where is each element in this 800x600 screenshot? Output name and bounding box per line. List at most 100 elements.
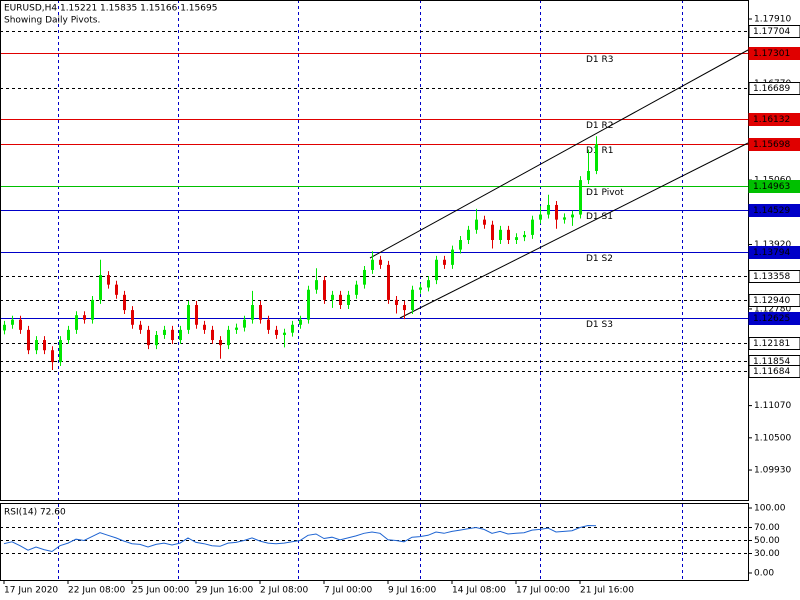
level-price-label: 1.14963 [753,182,790,192]
candle-body [539,214,542,220]
candle-body [395,299,398,305]
candle-body [75,315,78,330]
candle-body [203,324,206,330]
candle-body [499,229,502,240]
level-price-label: 1.17301 [753,49,790,59]
candle-body [27,329,30,351]
x-tick-label: 25 Jun 00:00 [132,586,189,596]
pivot-levels: D1 R3 D1 R2 D1 R1 D1 Pivot D1 S1 D1 S2 D1 S3 [0,31,748,372]
level-price-label: 1.14529 [753,206,790,216]
level-price-box [748,270,800,283]
level-price-label: 1.13358 [753,272,790,282]
candles [3,136,598,370]
x-tick-label: 2 Jul 08:00 [260,586,309,596]
level-name: D1 R2 [586,121,614,131]
candle-body [347,294,350,305]
level-price-box [748,47,800,60]
x-tick-label: 21 Jul 16:00 [580,586,634,596]
candle-body [235,327,238,330]
level-price-label: 1.11684 [753,367,790,377]
rsi-tick-label: 70.00 [754,523,780,533]
candle-body [491,224,494,240]
candle-body [483,219,486,225]
rsi-tick-label: 0.00 [754,568,774,578]
candle-body [443,259,446,265]
candle-body [243,319,246,328]
candle-body [323,280,326,300]
candle-body [187,304,190,330]
level-price-box [748,312,800,325]
level-price-label: 1.13794 [753,248,790,258]
candle-body [475,219,478,230]
y-tick-label: 1.17910 [754,14,791,24]
candle-body [339,294,342,305]
candle-body [91,299,94,320]
candle-body [291,324,294,333]
rsi-frame [0,503,749,581]
candle-body [35,340,38,351]
level-price-box [748,180,800,193]
candle-body [195,304,198,325]
x-tick-label: 14 Jul 08:00 [452,586,506,596]
candle-body [219,340,222,346]
level-name: D1 R1 [586,146,614,156]
candle-body [171,329,174,341]
x-tick-label: 7 Jul 00:00 [324,586,373,596]
candle-body [363,269,366,285]
y-tick-label: 1.09930 [754,466,791,476]
level-price-box [748,246,800,259]
candle-body [179,329,182,341]
level-name: D1 Pivot [586,188,624,198]
rsi-title: RSI(14) 72.60 [4,508,66,518]
axes: 1.179101.167701.150601.139201.127801.110… [3,14,791,596]
level-price-box [748,113,800,126]
candle-body [563,217,566,220]
candle-body [451,249,454,265]
candle-body [331,294,334,300]
candle-body [275,329,278,335]
level-price-label: 1.12940 [753,296,790,306]
candle-body [427,280,430,288]
x-tick-label: 29 Jun 16:00 [196,586,253,596]
trend-channel [369,49,749,319]
candle-body [355,284,358,295]
candle-body [531,219,534,235]
level-price-box [748,337,800,350]
level-labels: 1.17704 1.17301 1.16689 1.16132 1.15698 1.149… [748,25,800,378]
level-price-box [748,138,800,151]
candle-body [507,229,510,240]
channel-lower [399,142,749,319]
candle-body [571,214,574,218]
candle-body [515,237,518,240]
candle-body [3,324,6,331]
level-name: D1 R3 [586,55,614,65]
candle-body [131,310,134,325]
candle-body [283,332,286,335]
level-price-box [748,82,800,95]
level-price-label: 1.17704 [753,27,790,37]
x-tick-label: 9 Jul 16:00 [388,586,437,596]
rsi-tick-label: 50.00 [754,536,780,546]
level-price-label: 1.16132 [753,115,790,125]
rsi-line [3,524,597,553]
level-name: D1 S1 [586,212,613,222]
candle-body [579,180,582,215]
x-tick-label: 17 Jun 2020 [4,586,58,596]
rsi-tick-label: 30.00 [754,549,780,559]
candle-body [371,259,374,270]
level-price-box [748,294,800,307]
candle-body [139,324,142,330]
candle-body [259,304,262,320]
rsi-tick-label: 100.00 [754,504,786,514]
candle-body [595,144,598,171]
candle-body [547,204,550,215]
candle-body [307,289,310,320]
candle-body [147,329,150,346]
candle-body [51,350,54,363]
candle-body [59,340,62,363]
candle-body [83,315,86,320]
candle-body [403,304,406,311]
candle-body [587,170,590,181]
level-name: D1 S2 [586,254,613,264]
